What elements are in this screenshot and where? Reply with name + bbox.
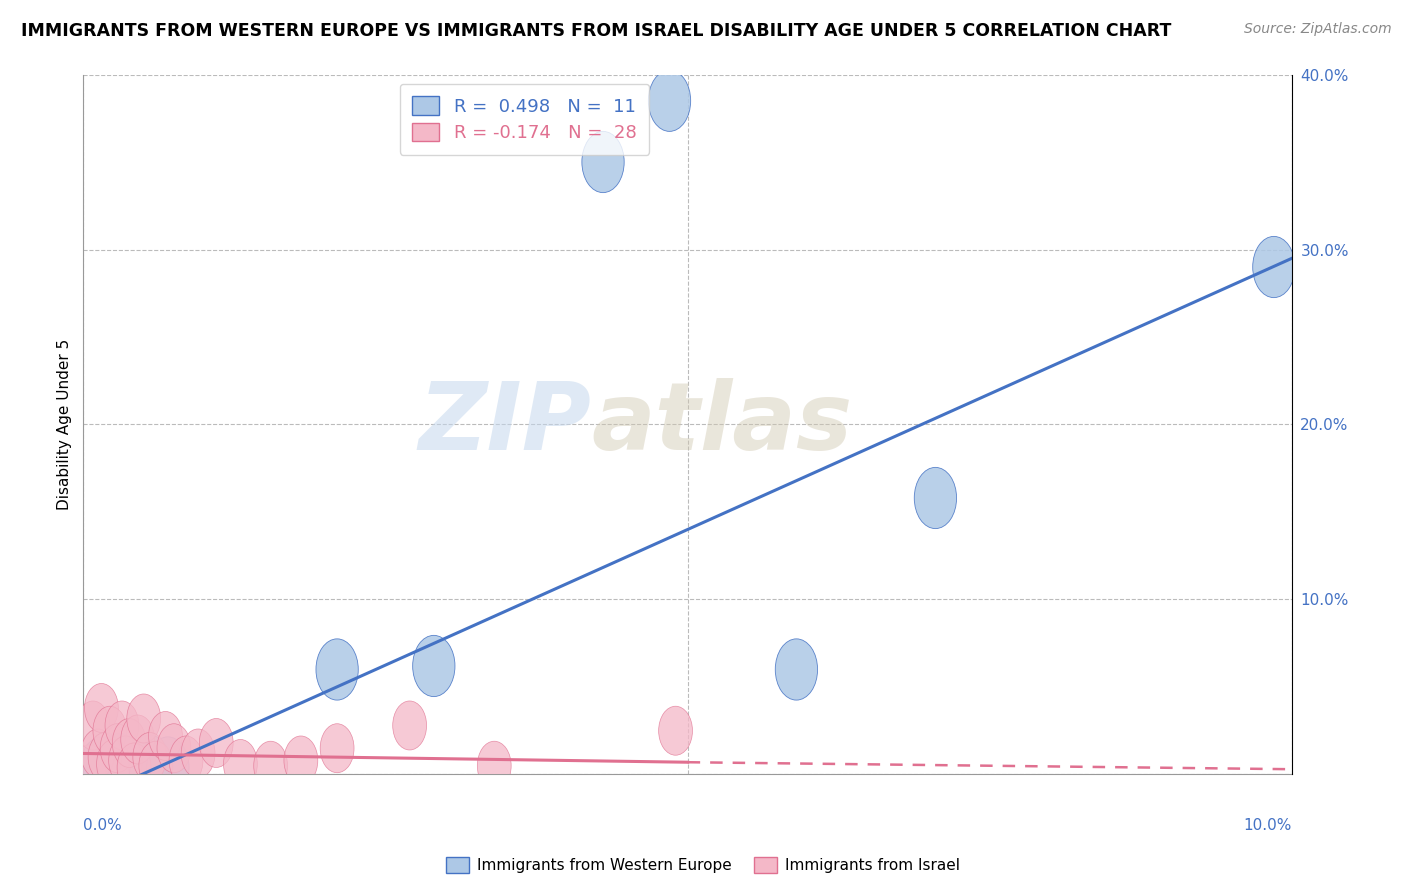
Ellipse shape xyxy=(89,732,122,781)
Ellipse shape xyxy=(321,723,354,772)
Ellipse shape xyxy=(97,739,131,789)
Ellipse shape xyxy=(775,639,817,700)
Ellipse shape xyxy=(128,735,172,797)
Ellipse shape xyxy=(392,701,426,750)
Ellipse shape xyxy=(648,70,690,131)
Ellipse shape xyxy=(108,736,142,785)
Ellipse shape xyxy=(1253,236,1295,298)
Ellipse shape xyxy=(73,745,107,794)
Text: atlas: atlas xyxy=(591,378,852,470)
Ellipse shape xyxy=(121,715,155,764)
Legend: Immigrants from Western Europe, Immigrants from Israel: Immigrants from Western Europe, Immigran… xyxy=(440,851,966,880)
Ellipse shape xyxy=(914,467,956,529)
Ellipse shape xyxy=(84,683,118,732)
Ellipse shape xyxy=(146,737,188,798)
Text: 10.0%: 10.0% xyxy=(1244,818,1292,833)
Ellipse shape xyxy=(253,741,288,790)
Ellipse shape xyxy=(132,732,167,781)
Legend: R =  0.498   N =  11, R = -0.174   N =  28: R = 0.498 N = 11, R = -0.174 N = 28 xyxy=(399,84,650,154)
Ellipse shape xyxy=(200,718,233,767)
Ellipse shape xyxy=(582,131,624,193)
Ellipse shape xyxy=(157,723,191,772)
Ellipse shape xyxy=(169,736,202,785)
Ellipse shape xyxy=(76,701,110,750)
Ellipse shape xyxy=(316,639,359,700)
Ellipse shape xyxy=(284,736,318,785)
Ellipse shape xyxy=(100,723,134,772)
Ellipse shape xyxy=(139,741,173,790)
Ellipse shape xyxy=(127,694,160,743)
Ellipse shape xyxy=(112,718,146,767)
Ellipse shape xyxy=(658,706,693,756)
Ellipse shape xyxy=(93,706,127,756)
Ellipse shape xyxy=(181,729,215,778)
Ellipse shape xyxy=(117,743,150,792)
Ellipse shape xyxy=(80,737,122,798)
Y-axis label: Disability Age Under 5: Disability Age Under 5 xyxy=(58,339,72,510)
Ellipse shape xyxy=(82,729,115,778)
Ellipse shape xyxy=(224,739,257,789)
Text: 0.0%: 0.0% xyxy=(83,818,122,833)
Ellipse shape xyxy=(149,712,183,761)
Ellipse shape xyxy=(477,741,512,790)
Text: Source: ZipAtlas.com: Source: ZipAtlas.com xyxy=(1244,22,1392,37)
Text: ZIP: ZIP xyxy=(418,378,591,470)
Ellipse shape xyxy=(98,733,141,795)
Ellipse shape xyxy=(105,701,139,750)
Ellipse shape xyxy=(412,635,456,697)
Text: IMMIGRANTS FROM WESTERN EUROPE VS IMMIGRANTS FROM ISRAEL DISABILITY AGE UNDER 5 : IMMIGRANTS FROM WESTERN EUROPE VS IMMIGR… xyxy=(21,22,1171,40)
